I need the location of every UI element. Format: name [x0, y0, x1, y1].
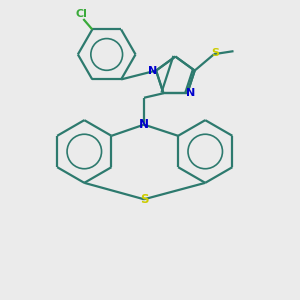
- Text: N: N: [139, 118, 149, 131]
- Text: N: N: [148, 66, 157, 76]
- Text: S: S: [140, 193, 148, 206]
- Text: S: S: [212, 48, 220, 58]
- Text: N: N: [186, 88, 196, 98]
- Text: Cl: Cl: [76, 9, 88, 19]
